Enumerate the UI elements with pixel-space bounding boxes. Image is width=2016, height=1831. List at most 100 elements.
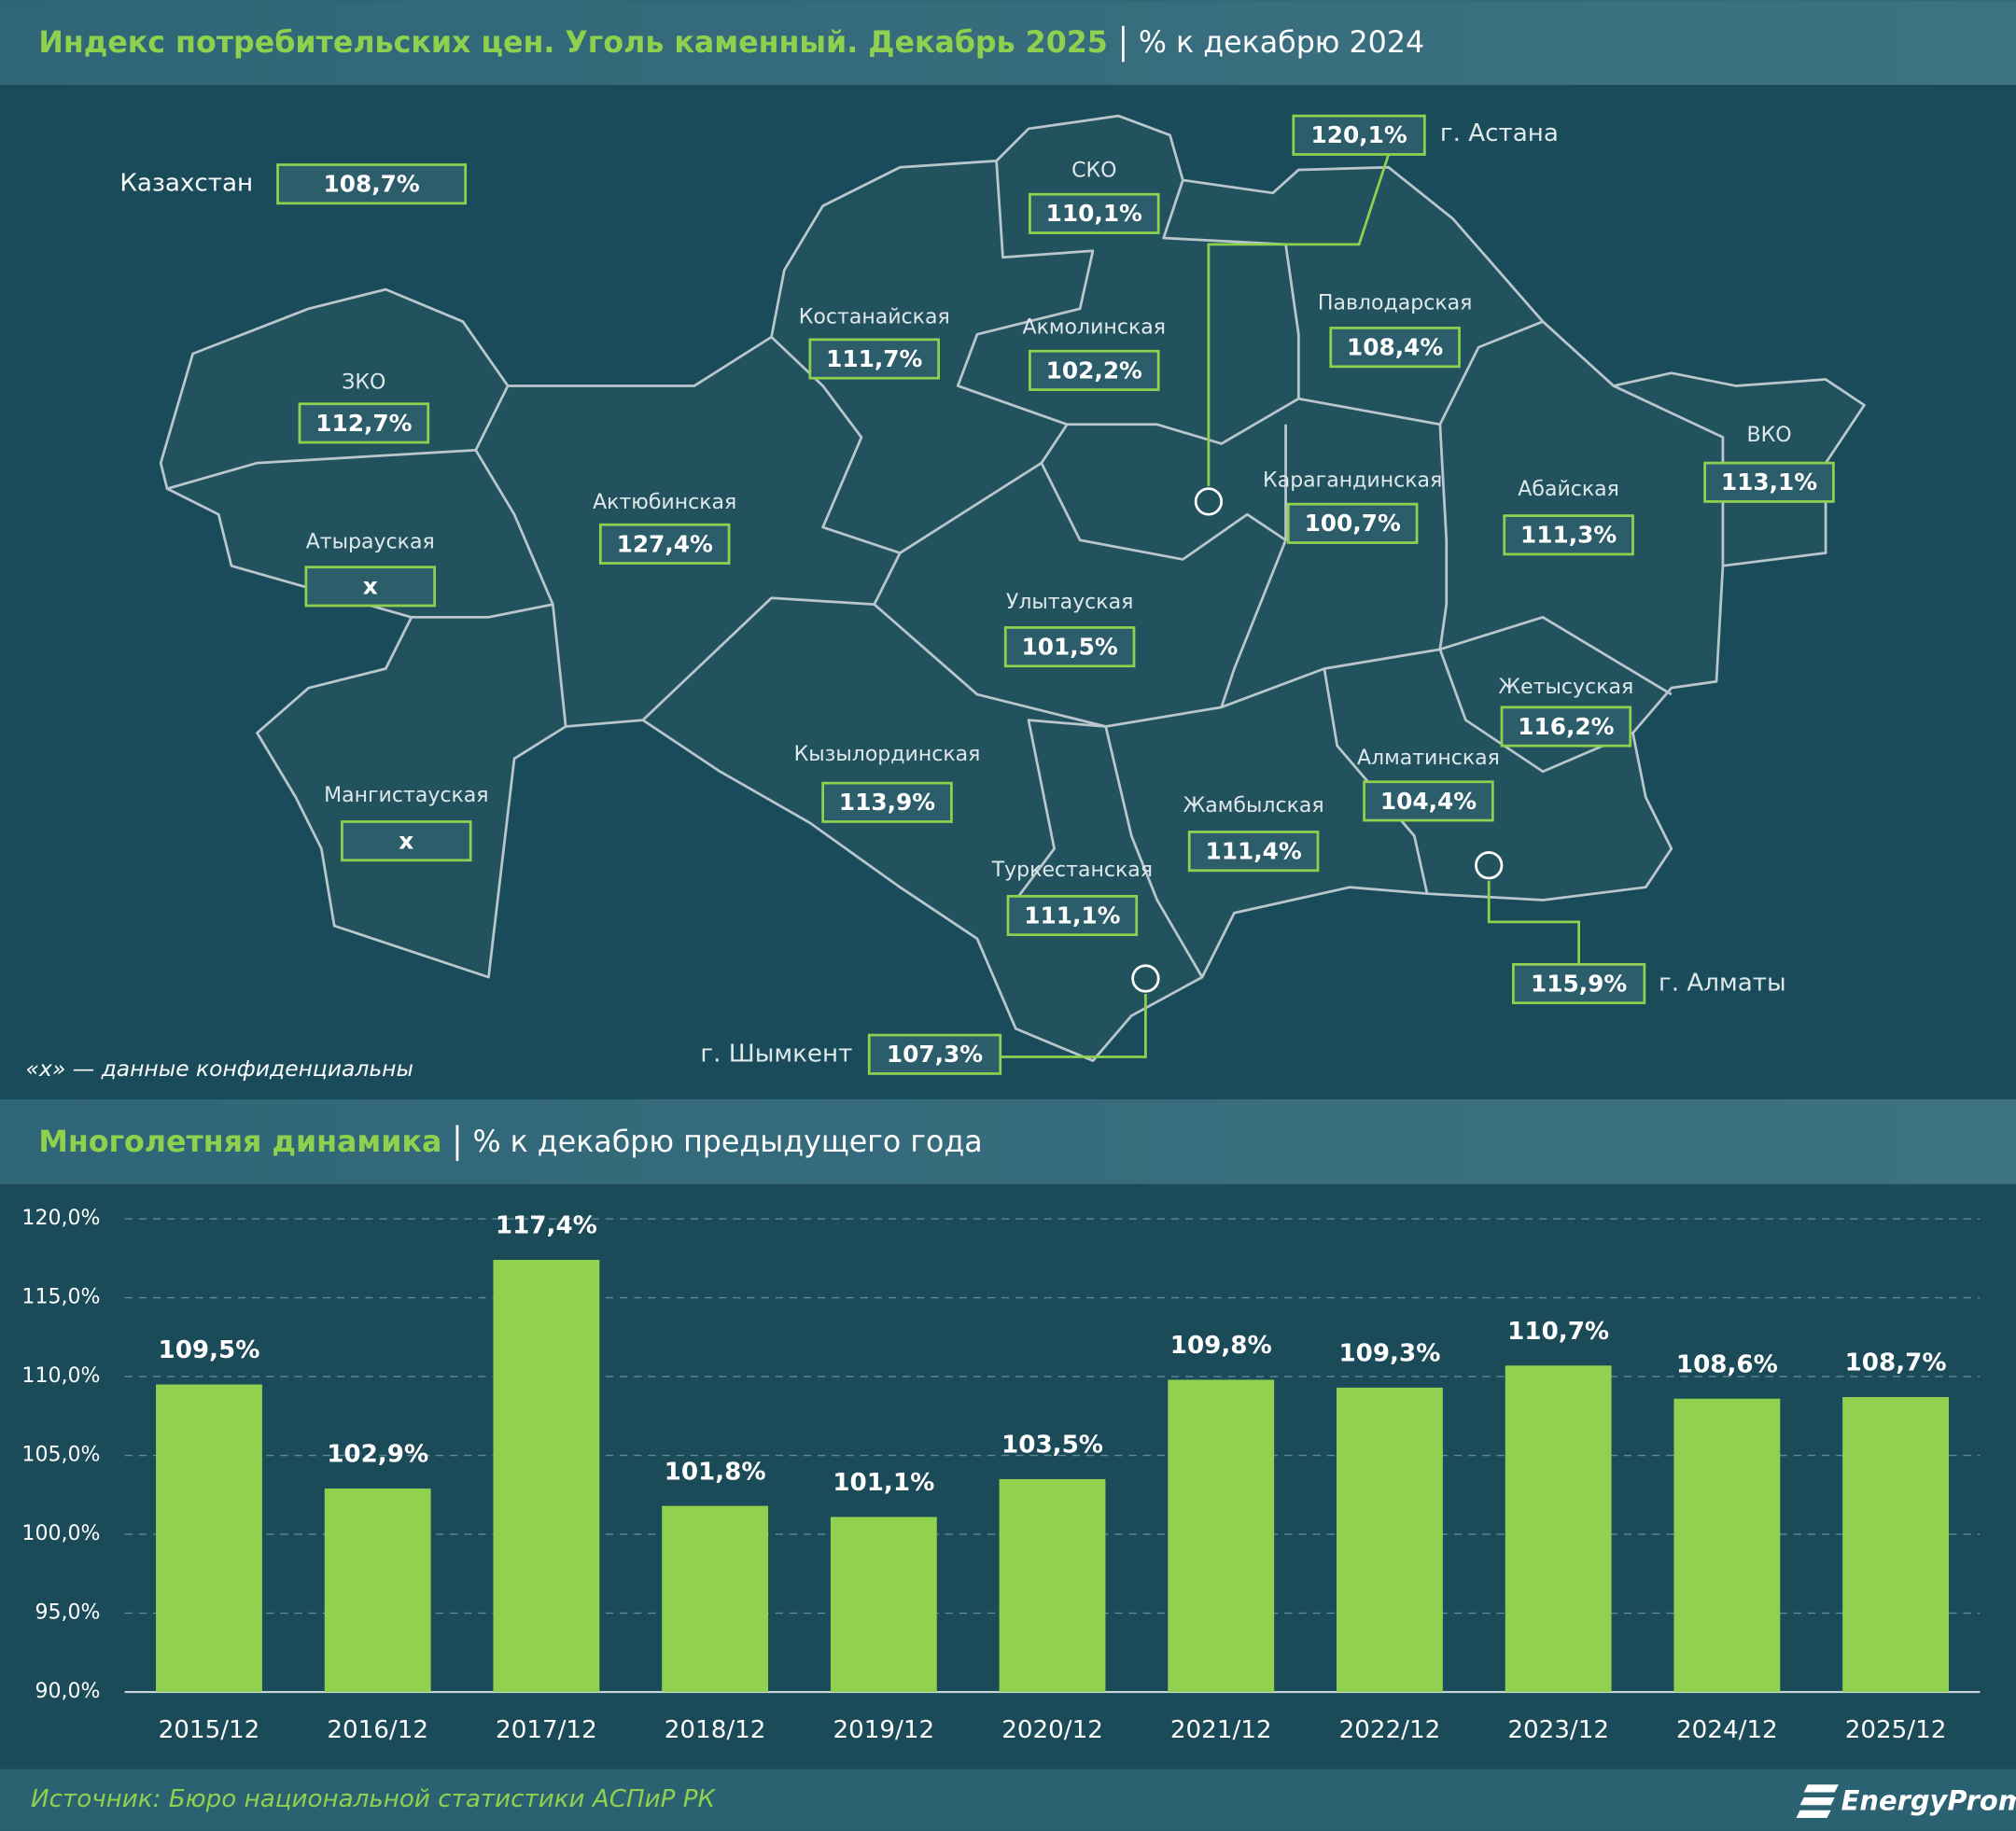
value-box (341, 820, 472, 862)
value-label: 101,8% (665, 1458, 766, 1486)
y-tick-label: 105,0% (21, 1444, 100, 1467)
bar (324, 1489, 431, 1693)
region-border (899, 161, 1441, 561)
region-value: 116,2% (1518, 713, 1614, 740)
region-value: 102,2% (1046, 356, 1142, 384)
y-tick-label: 115,0% (21, 1286, 100, 1309)
y-tick-label: 100,0% (21, 1522, 100, 1545)
city-marker (1475, 851, 1504, 880)
region-value: 113,9% (839, 789, 935, 816)
value-box (1286, 502, 1419, 544)
value-box (1292, 114, 1426, 156)
value-box (598, 523, 731, 565)
region-name: Улытауская (1006, 591, 1133, 614)
note: «х» — данные конфиденциальны (26, 1055, 413, 1082)
region-name: Костанайская (799, 305, 950, 328)
region-name: Жамбылская (1183, 794, 1324, 818)
city-name: г. Астана (1440, 119, 1559, 147)
x-tick-label: 2024/12 (1676, 1716, 1778, 1744)
value-box (304, 566, 436, 608)
region-name: СКО (1071, 159, 1116, 182)
y-tick-label: 95,0% (35, 1601, 100, 1625)
x-tick-label: 2018/12 (665, 1716, 766, 1744)
region-name: Туркестанская (991, 859, 1153, 882)
chart-header-bar (0, 1098, 2016, 1184)
bar (1337, 1387, 1443, 1693)
region-value: 111,3% (1520, 522, 1617, 549)
x-tick-label: 2022/12 (1339, 1716, 1441, 1744)
x-tick-label: 2021/12 (1170, 1716, 1272, 1744)
value-label: 103,5% (1001, 1432, 1103, 1460)
region-value: 111,1% (1024, 902, 1120, 929)
bar (1673, 1398, 1781, 1693)
value-box (1029, 192, 1160, 234)
value-label: 101,1% (833, 1469, 934, 1497)
value-label: 108,7% (1845, 1349, 1947, 1377)
region-name: Актюбинская (593, 491, 736, 514)
city-marker (1194, 487, 1224, 516)
region-value: 100,7% (1305, 510, 1401, 537)
region-value: 104,4% (1380, 788, 1477, 815)
bar (1168, 1379, 1275, 1693)
value-box (808, 338, 940, 380)
value-box (298, 402, 430, 444)
value-box (276, 163, 468, 205)
value-label: 109,5% (159, 1336, 260, 1364)
region-value: 120,1% (1310, 121, 1407, 148)
header-bar (0, 0, 2016, 86)
value-box (821, 781, 953, 823)
city-name: г. Алматы (1659, 970, 1786, 998)
value-box (1006, 894, 1139, 937)
y-tick-label: 90,0% (35, 1680, 100, 1703)
bar (1842, 1397, 1949, 1693)
logo: EnergyProm (1841, 1785, 2016, 1817)
y-tick-label: 110,0% (21, 1364, 100, 1388)
value-box (1363, 780, 1494, 822)
bar (156, 1384, 262, 1693)
value-box (1503, 514, 1634, 556)
value-box (1029, 349, 1160, 391)
value-box (1187, 831, 1320, 873)
region-value: х (363, 573, 378, 600)
region-name: Абайская (1518, 478, 1619, 501)
region-value: 127,4% (617, 530, 713, 557)
region-name: Атырауская (306, 531, 435, 554)
region-value: 111,7% (826, 345, 922, 372)
region-value: х (399, 827, 413, 854)
city-marker (1131, 964, 1160, 993)
x-tick-label: 2023/12 (1507, 1716, 1609, 1744)
x-tick-label: 2017/12 (496, 1716, 597, 1744)
x-tick-label: 2019/12 (833, 1716, 934, 1744)
region-value: 107,3% (887, 1041, 983, 1068)
chart-title: Многолетняя динамика (38, 1125, 441, 1159)
city-name: г. Шымкент (700, 1040, 852, 1068)
region-name: Мангистауская (324, 784, 488, 807)
region-name: Кызылординская (794, 743, 981, 766)
x-tick-label: 2015/12 (159, 1716, 260, 1744)
value-label: 109,3% (1338, 1340, 1440, 1368)
region-value: 108,7% (324, 171, 420, 198)
source: Источник: Бюро национальной статистики А… (31, 1785, 716, 1813)
country-name: Казахстан (119, 170, 253, 198)
region-value: 111,4% (1206, 838, 1302, 865)
value-label: 109,8% (1170, 1332, 1272, 1360)
region-name: Карагандинская (1263, 468, 1442, 492)
region-value: 112,7% (315, 410, 412, 437)
value-label: 108,6% (1676, 1350, 1778, 1378)
leader-line (1000, 994, 1147, 1058)
value-box (1329, 327, 1461, 369)
value-box (867, 1033, 1002, 1075)
y-tick-label: 120,0% (21, 1207, 100, 1230)
region-name: Алматинская (1357, 747, 1500, 770)
region-value: 108,4% (1347, 334, 1443, 361)
region-value: 110,1% (1046, 200, 1142, 227)
region-name: Жетысуская (1498, 676, 1633, 699)
value-box (1003, 626, 1136, 668)
x-tick-label: 2016/12 (327, 1716, 428, 1744)
value-label: 117,4% (496, 1212, 597, 1240)
logo-icon (1796, 1784, 1839, 1819)
value-label: 110,7% (1507, 1318, 1609, 1346)
map-subtitle: % к декабрю 2024 (1139, 26, 1424, 60)
